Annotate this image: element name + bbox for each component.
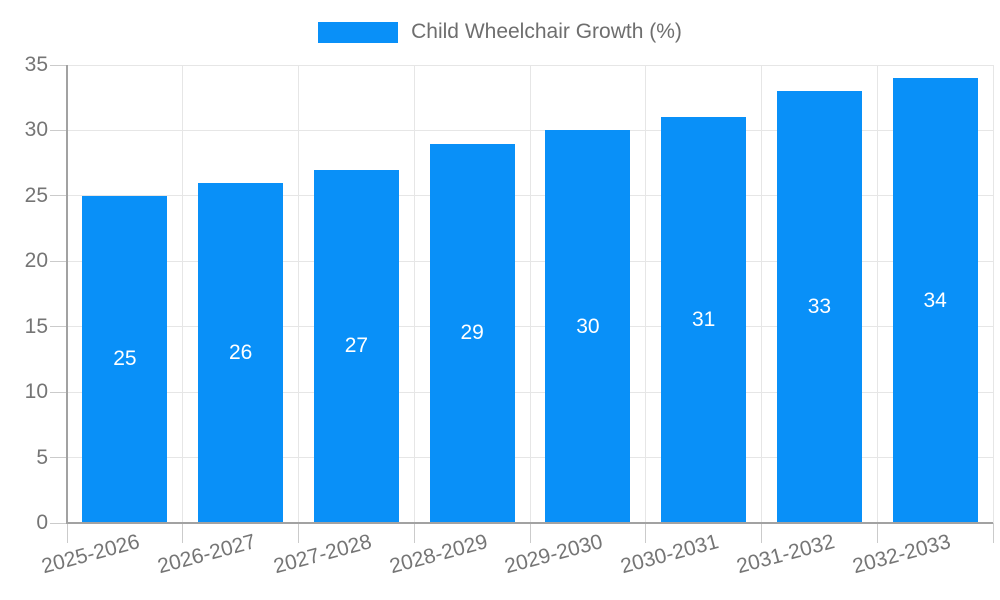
y-axis-tick (50, 195, 67, 197)
y-axis-tick-label: 0 (36, 511, 48, 534)
bar-2032-2033: 34 (892, 78, 978, 523)
bar-value-label: 30 (576, 314, 600, 338)
legend: Child Wheelchair Growth (%) (0, 21, 1000, 43)
y-axis-tick-label: 20 (24, 249, 48, 273)
x-axis-tick-label: 2027-2028 (271, 530, 375, 579)
x-axis-tick (182, 523, 184, 543)
legend-label: Child Wheelchair Growth (%) (411, 20, 682, 43)
bar-2028-2029: 29 (429, 143, 515, 523)
x-axis-tick-label: 2028-2029 (386, 530, 490, 579)
bar-2031-2032: 33 (776, 91, 862, 523)
x-axis-tick (413, 523, 415, 543)
bar-2027-2028: 27 (313, 169, 399, 523)
bar-value-label: 34 (923, 288, 947, 312)
x-axis-tick (761, 523, 762, 543)
x-axis-tick (876, 523, 878, 543)
v-gridline (298, 65, 299, 523)
bar-2029-2030: 30 (545, 130, 631, 523)
v-gridline (876, 65, 878, 523)
y-axis-tick-label: 30 (24, 118, 48, 142)
v-gridline (529, 65, 531, 523)
y-axis-tick (50, 326, 67, 328)
x-axis-tick-label: 2026-2027 (155, 530, 259, 579)
x-axis-tick-label: 2032-2033 (849, 530, 953, 579)
x-axis-baseline (66, 522, 993, 524)
bar-value-label: 33 (807, 295, 832, 319)
bar-value-label: 29 (460, 321, 484, 345)
v-gridline (413, 65, 415, 523)
x-axis-tick (66, 523, 68, 543)
y-axis-tick-label: 35 (24, 53, 48, 76)
y-axis-tick-label: 5 (36, 445, 48, 469)
y-axis-tick-label: 10 (24, 380, 48, 404)
y-axis-tick-label: 15 (24, 314, 48, 338)
v-gridline (645, 65, 647, 523)
y-axis-tick (50, 522, 67, 524)
x-axis-tick-label: 2029-2030 (502, 530, 606, 579)
legend-swatch (318, 21, 399, 43)
bar-value-label: 25 (113, 347, 137, 371)
y-axis-tick-label: 25 (24, 183, 48, 207)
bar-2025-2026: 25 (82, 195, 168, 523)
x-axis-tick-label: 2025-2026 (39, 530, 143, 579)
y-axis-line (66, 65, 68, 523)
x-axis-tick (645, 523, 647, 543)
y-axis-tick (50, 260, 67, 262)
y-axis-tick (50, 457, 67, 459)
x-axis-tick (298, 523, 299, 543)
v-gridline (182, 65, 184, 523)
bar-2030-2031: 31 (661, 117, 747, 523)
x-axis-tick (529, 523, 531, 543)
bar-2026-2027: 26 (198, 182, 284, 523)
v-gridline (992, 65, 994, 523)
bar-value-label: 27 (344, 334, 369, 358)
v-gridline (761, 65, 762, 523)
x-axis-tick-label: 2031-2032 (734, 530, 838, 579)
x-axis-tick (992, 523, 994, 543)
x-axis-tick-label: 2030-2031 (618, 530, 722, 579)
bar-value-label: 31 (691, 308, 716, 332)
y-axis-tick (50, 64, 67, 66)
y-axis-tick (50, 391, 67, 393)
y-axis-tick (50, 129, 67, 131)
bar-value-label: 26 (228, 340, 253, 364)
